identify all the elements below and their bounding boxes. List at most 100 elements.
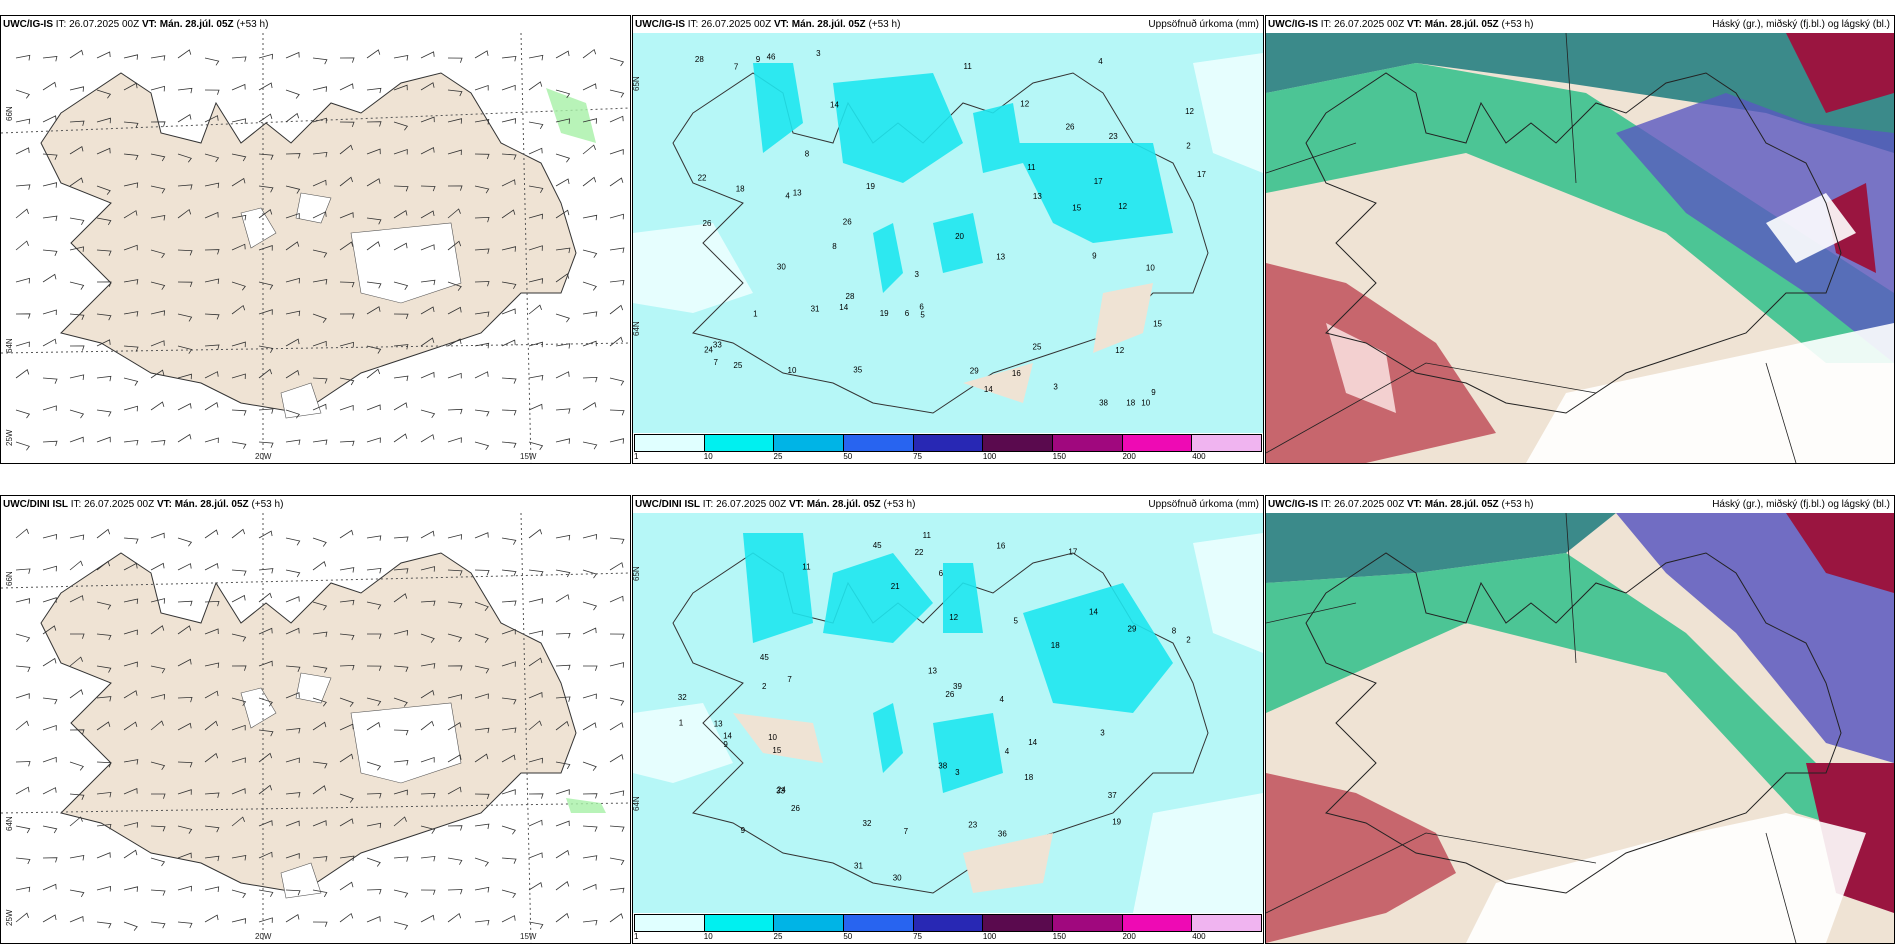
precip-value-label: 8 <box>805 149 810 158</box>
wind-barb <box>177 373 192 380</box>
colorbar-tick-label: 1 <box>634 932 639 941</box>
wind-barb <box>339 633 355 641</box>
wind-barb <box>96 147 111 155</box>
wind-barb <box>42 249 58 257</box>
wind-barb <box>177 600 193 607</box>
wind-barb <box>204 886 220 892</box>
wind-barb <box>582 722 597 731</box>
wind-barb <box>582 627 597 635</box>
wind-barb <box>447 57 463 63</box>
wind-barb <box>177 153 192 163</box>
wind-barb <box>15 761 31 767</box>
wind-barb <box>582 919 598 926</box>
wind-barb <box>582 693 597 700</box>
wind-barb <box>42 883 57 891</box>
wind-barb <box>258 441 274 448</box>
wind-barb <box>420 889 436 895</box>
valid-time: VT: Mán. 28.júl. 05Z <box>1406 499 1499 510</box>
wind-barb <box>393 375 409 382</box>
wind-barb <box>96 89 112 99</box>
wind-barb <box>339 723 354 731</box>
lead-time: (+53 h) <box>1501 19 1534 30</box>
wind-barb <box>96 117 111 124</box>
precip-value-label: 25 <box>733 361 742 370</box>
panel-header: UWC/IG-IS IT: 26.07.2025 00Z VT: Mán. 28… <box>633 16 1263 33</box>
wind-barb <box>609 247 625 253</box>
wind-barb <box>150 440 166 446</box>
panel-header: UWC/IG-IS IT: 26.07.2025 00Z VT: Mán. 28… <box>1266 16 1894 33</box>
wind-barb <box>501 537 517 545</box>
wind-barb <box>393 209 408 219</box>
valid-time: VT: Mán. 28.júl. 05Z <box>1406 19 1499 30</box>
precip-value-label: 12 <box>1115 346 1124 355</box>
wind-barb <box>528 630 544 636</box>
precip-value-label: 10 <box>1146 263 1155 272</box>
precip-colorbar: 1 10 25 50 75 100 150 200 400 <box>633 913 1263 943</box>
wind-barb <box>177 789 192 795</box>
wind-map[interactable] <box>1 33 630 463</box>
wind-barb <box>204 211 219 219</box>
colorbar-swatch <box>774 915 845 931</box>
wind-barb <box>285 112 300 123</box>
wind-map[interactable] <box>1 513 630 943</box>
wind-barb <box>69 374 85 380</box>
wind-barb <box>501 915 516 923</box>
precip-value-label: 18 <box>1024 773 1033 782</box>
cloud-map[interactable] <box>1266 33 1894 463</box>
precip-value-label: 37 <box>1108 791 1117 800</box>
wind-barb <box>150 401 165 411</box>
wind-barb <box>528 341 543 348</box>
wind-barb <box>204 437 219 444</box>
init-time: IT: 26.07.2025 00Z <box>702 499 787 510</box>
wind-barb <box>501 727 517 733</box>
wind-barb <box>123 54 139 60</box>
cloud-map[interactable] <box>1266 513 1894 943</box>
wind-barb <box>150 562 165 571</box>
wind-barb <box>312 537 327 547</box>
wind-barb <box>231 281 246 291</box>
wind-barb <box>177 402 192 411</box>
wind-barb <box>204 115 219 123</box>
wind-barb <box>393 921 409 930</box>
wind-barb <box>150 720 164 731</box>
wind-barb <box>312 889 328 898</box>
valid-time: VT: Mán. 28.júl. 05Z <box>773 19 866 30</box>
wind-barb <box>528 147 543 155</box>
wind-barb <box>231 373 246 380</box>
precip-value-label: 12 <box>1185 107 1194 116</box>
wind-barb <box>123 279 139 285</box>
wind-barb <box>285 51 300 59</box>
wind-barb <box>177 761 193 768</box>
wind-barb <box>501 118 517 124</box>
wind-barb <box>177 345 193 354</box>
wind-barb <box>15 633 31 643</box>
lon-label: 15W <box>520 932 537 941</box>
wind-barb <box>285 409 300 419</box>
wind-barb <box>204 401 219 411</box>
wind-barb <box>393 629 409 636</box>
wind-barb <box>609 913 624 923</box>
wind-barb <box>15 313 31 319</box>
wind-barb <box>501 889 517 899</box>
wind-barb <box>123 153 139 161</box>
precip-value-label: 13 <box>793 188 802 197</box>
wind-barb <box>366 345 382 354</box>
precip-value-label: 26 <box>843 218 852 227</box>
wind-barb <box>609 213 624 220</box>
wind-barb <box>123 345 139 352</box>
wind-barb <box>555 664 571 671</box>
wind-barb <box>312 151 328 158</box>
precip-map[interactable]: 9 17 11 14 3 7 15 24 29 18 13 11 18 26 30 45 19 32 33 31 36 2… <box>633 513 1263 913</box>
wind-barb <box>609 697 625 706</box>
wind-barb <box>15 857 31 865</box>
wind-barb <box>312 439 328 445</box>
wind-barb <box>177 49 192 59</box>
wind-barb <box>285 241 300 251</box>
wind-barb <box>447 825 463 831</box>
wind-barb <box>42 81 57 91</box>
wind-barb <box>258 185 274 193</box>
precip-value-label: 8 <box>832 242 837 251</box>
wind-barb <box>501 209 516 219</box>
wind-barb <box>555 153 571 163</box>
precip-map[interactable]: 3 4 9 9 10 14 6 8 14 15 12 11 28 38 26 25 20 17 12 19 18 13 16… <box>633 33 1263 433</box>
